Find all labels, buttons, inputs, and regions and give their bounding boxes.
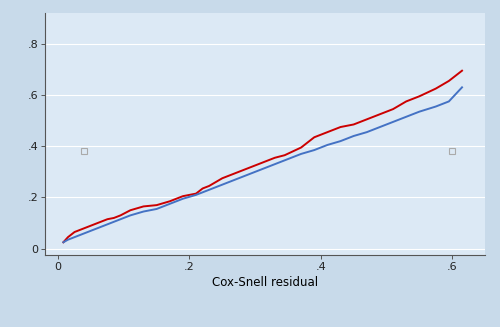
X-axis label: Cox-Snell residual: Cox-Snell residual xyxy=(212,276,318,289)
